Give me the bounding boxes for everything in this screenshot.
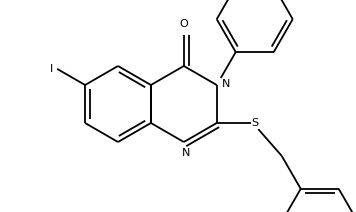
Text: O: O bbox=[179, 19, 188, 29]
Text: N: N bbox=[182, 148, 190, 158]
Text: S: S bbox=[251, 118, 258, 128]
Text: N: N bbox=[222, 79, 230, 89]
Text: I: I bbox=[50, 64, 53, 74]
